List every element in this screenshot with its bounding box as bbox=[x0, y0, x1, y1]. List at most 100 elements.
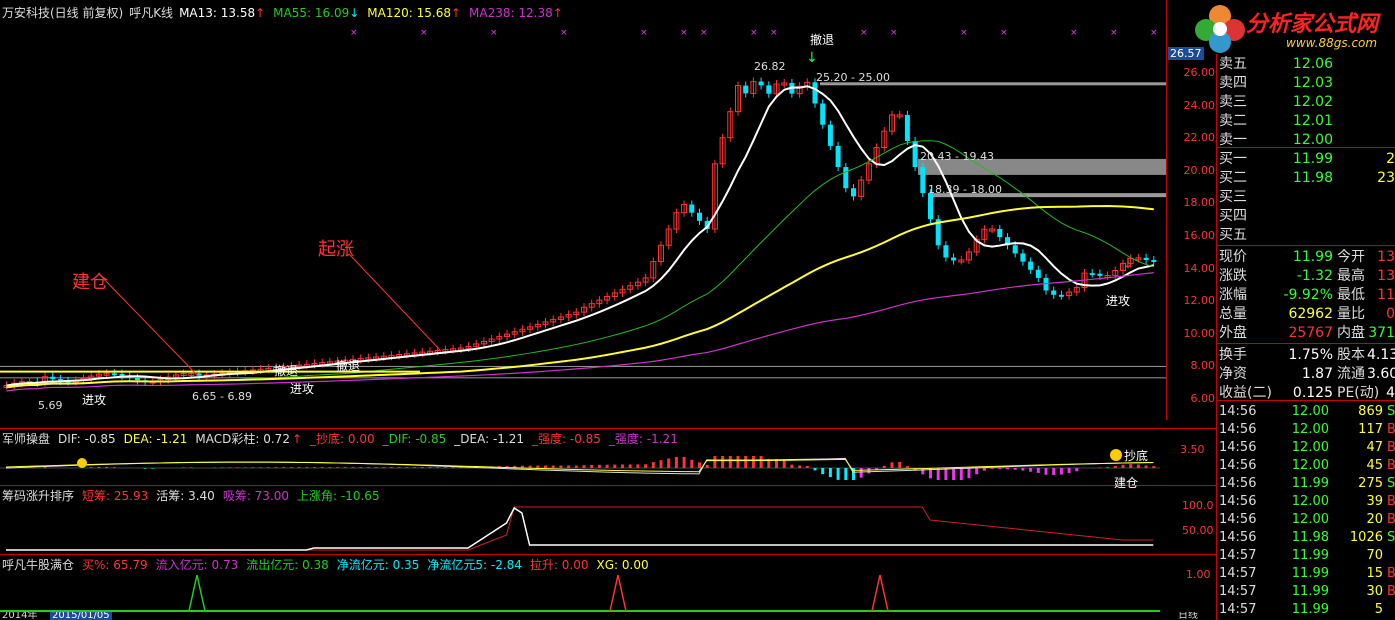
candle-up bbox=[981, 228, 988, 240]
macd-bar bbox=[1113, 465, 1117, 468]
stat-value: 4 bbox=[1386, 385, 1395, 401]
main-chart-area[interactable]: × × × × × × × × × × × × × × × × ↓ ↓ bbox=[0, 0, 1166, 620]
candle-up bbox=[711, 163, 718, 230]
price-axis-tick: 16.00 bbox=[1183, 229, 1216, 242]
stat-key: 最低 bbox=[1337, 287, 1365, 303]
signal-x-icon: × bbox=[770, 28, 778, 38]
signal-x-icon: × bbox=[1000, 28, 1008, 38]
smiley-icon bbox=[1110, 449, 1122, 461]
macd-bar bbox=[89, 467, 93, 468]
tick-flag: B bbox=[1387, 440, 1395, 455]
macd-bar bbox=[305, 467, 309, 468]
macd-bar bbox=[151, 468, 155, 469]
candle-up bbox=[1127, 257, 1134, 264]
macd-bar bbox=[767, 458, 771, 468]
chip-duanchou: 短筹: 25.93 bbox=[82, 489, 149, 503]
tick-row: 14:56 12.00 47 B bbox=[1217, 439, 1395, 457]
macd-dea2: _DEA: -1.21 bbox=[454, 432, 524, 446]
date-axis-date: 2015/01/05 bbox=[50, 612, 112, 620]
candle-down bbox=[928, 193, 933, 220]
macd-bar bbox=[243, 467, 247, 468]
support-line bbox=[0, 365, 1166, 367]
candle-up bbox=[488, 338, 495, 342]
buy-order-row: 买三 bbox=[1217, 188, 1395, 206]
candle-down bbox=[935, 219, 941, 246]
stat-value: 13 bbox=[1377, 268, 1395, 284]
macd-bar bbox=[528, 465, 532, 468]
candle-down bbox=[766, 85, 772, 94]
stat-key: 内盘 bbox=[1337, 325, 1365, 341]
stat-row: 涨跌 -1.32 最高 13 bbox=[1217, 267, 1395, 285]
stat-row: 总量 62962 量比 0 bbox=[1217, 305, 1395, 323]
stat-value: 4.13 bbox=[1367, 347, 1395, 363]
macd-bar bbox=[990, 468, 994, 469]
signal-x-icon: × bbox=[860, 28, 868, 38]
macd-bar bbox=[867, 468, 871, 474]
candle-up bbox=[889, 114, 895, 132]
macd-bar bbox=[1036, 468, 1040, 473]
macd-bar bbox=[905, 466, 909, 468]
candle-up bbox=[735, 85, 741, 113]
macd-bar bbox=[289, 467, 293, 468]
macd-bar bbox=[998, 468, 1002, 469]
candle-up bbox=[180, 372, 187, 376]
macd-bar bbox=[143, 468, 147, 469]
candle-down bbox=[851, 188, 856, 197]
low-zone-label: 6.65 - 6.89 bbox=[192, 390, 252, 403]
candle-down bbox=[743, 85, 749, 94]
order-label: 卖二 bbox=[1219, 113, 1247, 129]
candle-down bbox=[196, 373, 202, 376]
chip-shangzhangjiao: 上涨角: -10.65 bbox=[297, 489, 380, 503]
candle-up bbox=[719, 137, 726, 165]
tick-volume: 30 bbox=[1366, 584, 1383, 599]
macd-bar bbox=[390, 467, 393, 468]
macd-bar bbox=[382, 467, 386, 468]
site-logo[interactable]: 分析家公式网 www.88gs.com bbox=[1190, 0, 1395, 54]
macd-bar bbox=[505, 465, 509, 468]
macd-bar bbox=[690, 459, 694, 468]
stat-row: 收益(二) 0.125 PE(动) 4 bbox=[1217, 384, 1395, 402]
candle-up bbox=[550, 318, 557, 323]
tick-time: 14:56 bbox=[1219, 440, 1257, 455]
signal-x-icon: × bbox=[750, 28, 758, 38]
candle-down bbox=[1020, 253, 1026, 262]
signal-x-icon: × bbox=[490, 28, 498, 38]
ma120-line bbox=[6, 205, 1154, 389]
support-line bbox=[0, 377, 1166, 379]
order-price: 11.99 bbox=[1292, 151, 1333, 167]
candle-down bbox=[1058, 294, 1064, 297]
tick-flag: B bbox=[1387, 422, 1395, 437]
macd-bar bbox=[674, 456, 678, 468]
date-axis: 2014年 2015/01/05 日线 bbox=[0, 612, 1216, 620]
candle-up bbox=[480, 340, 487, 345]
candle-up bbox=[966, 251, 972, 261]
candle-down bbox=[1097, 273, 1103, 276]
tick-time: 14:57 bbox=[1219, 566, 1257, 581]
candle-up bbox=[627, 285, 634, 290]
stat-value: -9.92% bbox=[1283, 287, 1333, 303]
macd-bar bbox=[336, 467, 340, 468]
stat-key: 外盘 bbox=[1219, 325, 1247, 341]
macd-bar bbox=[212, 467, 216, 468]
tick-row: 14:56 12.00 45 B bbox=[1217, 457, 1395, 475]
stat-key: 最高 bbox=[1337, 268, 1365, 284]
stat-row: 净资 1.87 流通 3.60 bbox=[1217, 365, 1395, 383]
tick-flag: S bbox=[1387, 530, 1395, 545]
macd-panel-title: 军师操盘 DIF: -0.85 DEA: -1.21 MACD彩柱: 0.72 ↑ _抄底… bbox=[2, 430, 686, 447]
kline-chart[interactable]: × × × × × × × × × × × × × × × × ↓ ↓ bbox=[0, 0, 1166, 620]
bull-liuchu: 流出亿元: 0.38 bbox=[246, 558, 329, 572]
macd-bar bbox=[651, 462, 655, 468]
tick-volume: 20 bbox=[1366, 512, 1383, 527]
arrow-down-icon: ↓ bbox=[1122, 256, 1134, 272]
tick-row: 14:57 11.99 15 B bbox=[1217, 565, 1395, 583]
macd-bar bbox=[513, 465, 517, 468]
candle-up bbox=[781, 82, 788, 86]
tick-row: 14:56 12.00 20 B bbox=[1217, 511, 1395, 529]
candle-up bbox=[473, 343, 480, 347]
chetui-label: 撤退 bbox=[810, 33, 835, 47]
signal-x-icon: × bbox=[960, 28, 968, 38]
candle-down bbox=[827, 124, 833, 146]
candle-up bbox=[881, 130, 888, 148]
tick-volume: 39 bbox=[1366, 494, 1383, 509]
macd-bar bbox=[698, 462, 701, 468]
